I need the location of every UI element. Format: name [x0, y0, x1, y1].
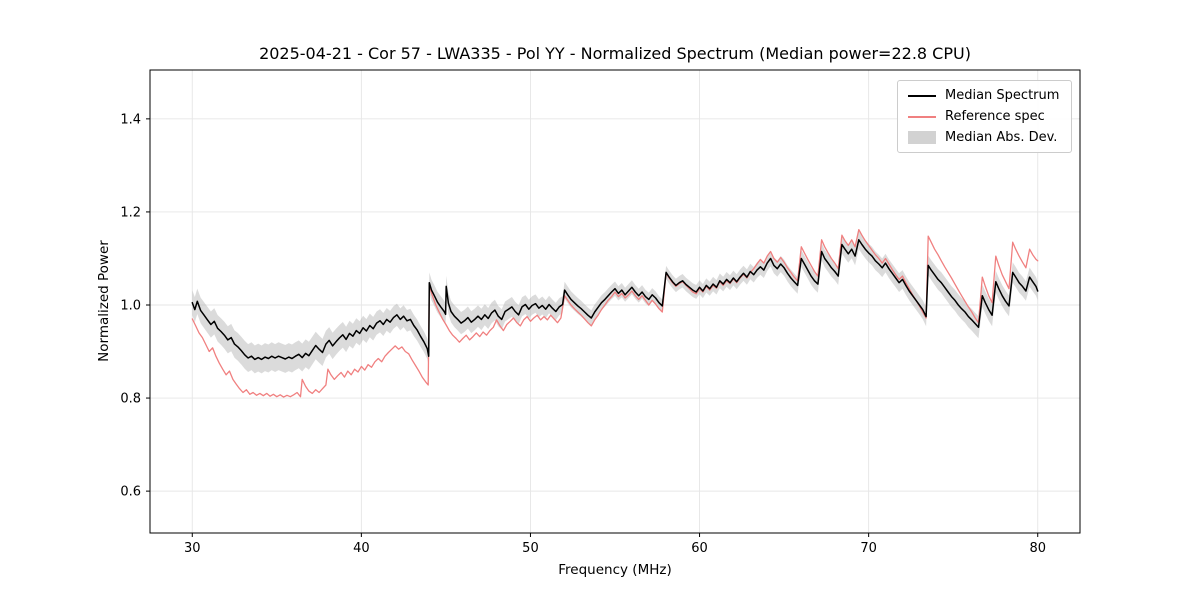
axis-ticks: 30 40 50 60 70 80 0.6 0.8 1.0 1.2 1.4 — [120, 112, 1046, 556]
legend-label-median-spectrum: Median Spectrum — [945, 88, 1060, 103]
series-line-0 — [191, 239, 1039, 361]
legend-item-median-spectrum: Median Spectrum — [908, 88, 1059, 103]
y-axis-label: Normalized Power — [96, 240, 112, 362]
svg-text:80: 80 — [1029, 541, 1046, 556]
reference-spec-line-swatch — [908, 115, 936, 118]
legend-item-reference-spec: Reference spec — [908, 109, 1059, 124]
svg-text:1.4: 1.4 — [120, 112, 141, 127]
median-abs-dev-patch-swatch — [908, 131, 936, 144]
svg-text:1.0: 1.0 — [120, 298, 141, 313]
x-axis-label: Frequency (MHz) — [558, 562, 672, 578]
legend-label-median-abs-dev: Median Abs. Dev. — [945, 130, 1058, 145]
svg-text:60: 60 — [691, 541, 708, 556]
chart-title: 2025-04-21 - Cor 57 - LWA335 - Pol YY - … — [259, 44, 971, 63]
legend: Median Spectrum Reference spec Median Ab… — [897, 80, 1073, 153]
median-spectrum-line-swatch — [908, 94, 936, 97]
svg-text:30: 30 — [184, 541, 201, 556]
legend-label-reference-spec: Reference spec — [945, 109, 1045, 124]
svg-text:50: 50 — [522, 541, 539, 556]
legend-item-median-abs-dev: Median Abs. Dev. — [908, 130, 1059, 145]
svg-text:0.8: 0.8 — [120, 392, 141, 407]
svg-text:40: 40 — [353, 541, 370, 556]
svg-text:70: 70 — [860, 541, 877, 556]
svg-text:0.6: 0.6 — [120, 485, 141, 500]
median-abs-dev-band — [192, 230, 1038, 374]
series-line-1 — [191, 228, 1039, 398]
axes-border — [149, 69, 1081, 534]
svg-text:1.2: 1.2 — [120, 205, 141, 220]
